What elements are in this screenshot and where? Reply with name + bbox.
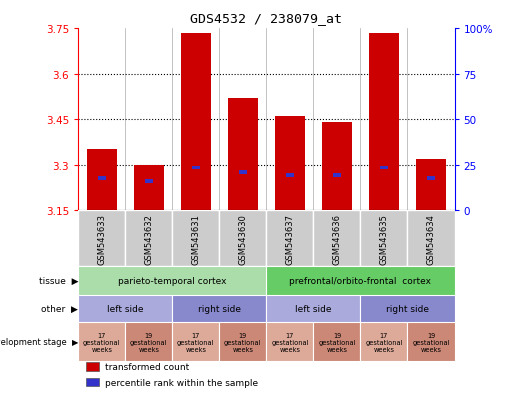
Bar	[172, 211, 219, 266]
Bar	[408, 322, 454, 361]
Text: 19
gestational
weeks: 19 gestational weeks	[130, 332, 168, 352]
Bar	[86, 150, 117, 211]
Text: GSM543630: GSM543630	[238, 213, 247, 264]
Bar	[78, 211, 125, 266]
Text: GSM543637: GSM543637	[285, 213, 294, 264]
Bar	[427, 177, 435, 180]
Bar	[219, 211, 267, 266]
Text: 17
gestational
weeks: 17 gestational weeks	[177, 332, 215, 352]
Bar	[361, 295, 454, 322]
Bar	[322, 123, 352, 211]
Bar	[380, 166, 388, 170]
Text: left side: left side	[295, 304, 332, 313]
Text: GSM543633: GSM543633	[97, 213, 106, 264]
Bar	[191, 166, 200, 170]
Text: GSM543636: GSM543636	[332, 213, 341, 264]
Text: right side: right side	[198, 304, 241, 313]
Bar	[333, 174, 341, 178]
Bar	[97, 177, 106, 180]
Text: other  ▶: other ▶	[41, 304, 78, 313]
Bar	[267, 266, 454, 295]
Text: right side: right side	[386, 304, 429, 313]
Text: development stage  ▶: development stage ▶	[0, 337, 78, 346]
Bar	[408, 211, 454, 266]
Bar	[314, 211, 361, 266]
Bar	[172, 295, 267, 322]
Text: 17
gestational
weeks: 17 gestational weeks	[271, 332, 309, 352]
Bar	[238, 171, 247, 175]
Bar	[361, 322, 408, 361]
Text: parieto-temporal cortex: parieto-temporal cortex	[118, 276, 227, 285]
Bar	[267, 322, 314, 361]
Text: 19
gestational
weeks: 19 gestational weeks	[412, 332, 450, 352]
Bar	[416, 159, 446, 211]
Bar	[172, 322, 219, 361]
Text: transformed count: transformed count	[105, 362, 189, 371]
Bar	[267, 295, 361, 322]
Bar	[86, 362, 99, 370]
Text: GSM543632: GSM543632	[144, 213, 154, 264]
Text: GSM543634: GSM543634	[427, 213, 435, 264]
Text: 19
gestational
weeks: 19 gestational weeks	[318, 332, 356, 352]
Bar	[219, 322, 267, 361]
Bar	[78, 295, 172, 322]
Bar	[86, 378, 99, 387]
Text: GSM543631: GSM543631	[191, 213, 200, 264]
Bar	[133, 165, 164, 211]
Bar	[267, 211, 314, 266]
Bar	[181, 33, 211, 211]
Bar	[125, 211, 172, 266]
Text: percentile rank within the sample: percentile rank within the sample	[105, 378, 258, 387]
Bar	[369, 33, 399, 211]
Text: prefrontal/orbito-frontal  cortex: prefrontal/orbito-frontal cortex	[289, 276, 431, 285]
Bar	[228, 99, 258, 211]
Bar	[78, 266, 267, 295]
Text: 17
gestational
weeks: 17 gestational weeks	[83, 332, 121, 352]
Title: GDS4532 / 238079_at: GDS4532 / 238079_at	[190, 12, 342, 25]
Bar	[275, 117, 305, 211]
Text: 17
gestational
weeks: 17 gestational weeks	[365, 332, 402, 352]
Bar	[78, 322, 125, 361]
Text: 19
gestational
weeks: 19 gestational weeks	[224, 332, 262, 352]
Bar	[286, 174, 294, 178]
Text: GSM543635: GSM543635	[379, 213, 388, 264]
Text: left side: left side	[107, 304, 143, 313]
Text: tissue  ▶: tissue ▶	[39, 276, 78, 285]
Bar	[314, 322, 361, 361]
Bar	[125, 322, 172, 361]
Bar	[361, 211, 408, 266]
Bar	[144, 180, 153, 184]
